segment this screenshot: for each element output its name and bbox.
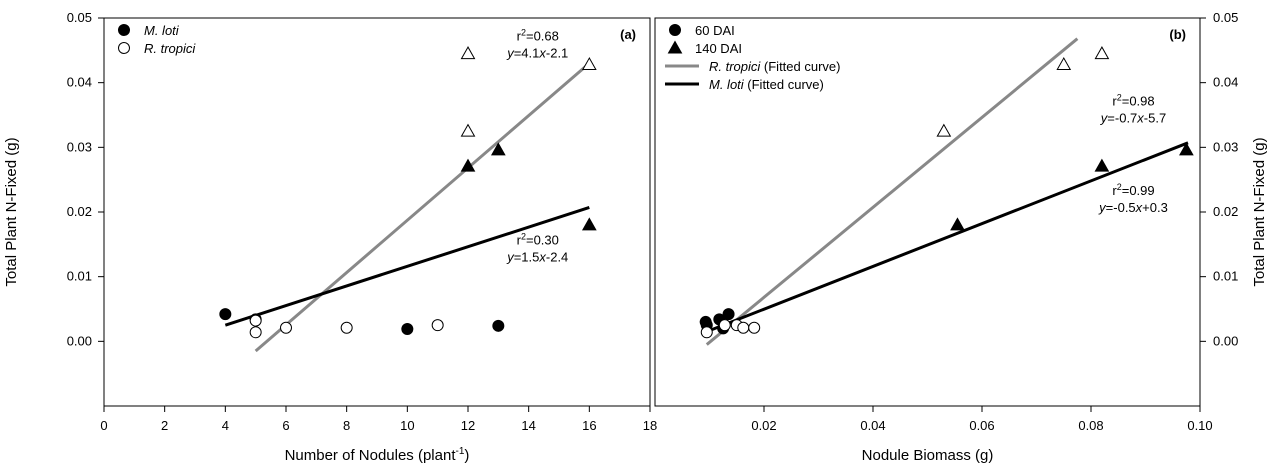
y-tick-label: 0.04 xyxy=(1213,75,1238,90)
data-point xyxy=(401,323,414,336)
x-tick-label: 2 xyxy=(161,418,168,433)
equation-label: y=4.1x-2.1 xyxy=(506,46,568,61)
legend-marker xyxy=(118,24,130,36)
fitted-line-1 xyxy=(254,62,591,353)
data-point xyxy=(280,321,292,334)
legend-marker xyxy=(669,24,681,36)
data-point xyxy=(722,308,735,321)
plot-frame xyxy=(103,17,651,407)
x-axis-title: Number of Nodules (plant-1) xyxy=(285,446,470,463)
data-point xyxy=(340,321,353,334)
data-point xyxy=(737,321,750,334)
data-point xyxy=(460,46,476,60)
y-tick-label: 0.01 xyxy=(67,269,92,284)
x-tick-label: 0.08 xyxy=(1078,418,1103,433)
y-tick-label: 0.05 xyxy=(67,10,92,25)
r-squared-label: r2=0.68 xyxy=(517,28,559,44)
x-axis-title: Nodule Biomass (g) xyxy=(862,447,994,463)
x-tick-label: 12 xyxy=(461,418,475,433)
x-tick-label: 8 xyxy=(343,418,350,433)
legend-label: 140 DAI xyxy=(695,41,742,56)
x-tick-label: 0.06 xyxy=(969,418,994,433)
data-point xyxy=(492,319,505,332)
data-point xyxy=(700,326,713,339)
y-tick-label: 0.00 xyxy=(67,333,92,348)
legend-label: 60 DAI xyxy=(695,23,735,38)
panel-label: (b) xyxy=(1169,27,1186,42)
data-point xyxy=(490,142,506,156)
x-tick-label: 6 xyxy=(282,418,289,433)
data-point xyxy=(950,217,965,231)
data-point xyxy=(1094,158,1110,172)
data-point xyxy=(1179,142,1194,156)
x-tick-label: 0.04 xyxy=(860,418,885,433)
x-tick-label: 18 xyxy=(643,418,657,433)
legend-label: M. loti (Fitted curve) xyxy=(709,77,824,92)
fitted-line-1 xyxy=(705,37,1079,346)
data-point xyxy=(581,57,597,71)
equation-label: y=-0.7x-5.7 xyxy=(1100,110,1166,125)
legend-marker xyxy=(118,42,130,54)
y-tick-label: 0.02 xyxy=(1213,204,1238,219)
y-tick-label: 0.03 xyxy=(67,139,92,154)
y-tick-label: 0.05 xyxy=(1213,10,1238,25)
r-squared-label: r2=0.99 xyxy=(1112,182,1154,198)
data-point xyxy=(1056,57,1072,71)
y-tick-label: 0.04 xyxy=(67,75,92,90)
x-tick-label: 0.10 xyxy=(1187,418,1212,433)
data-point xyxy=(581,217,597,231)
data-point xyxy=(219,308,232,321)
legend-label: R. tropici xyxy=(144,41,196,56)
data-point xyxy=(249,326,262,339)
r-squared-label: r2=0.30 xyxy=(517,231,559,247)
data-point xyxy=(460,158,476,172)
y-tick-label: 0.03 xyxy=(1213,139,1238,154)
x-tick-label: 0 xyxy=(100,418,107,433)
legend-marker xyxy=(667,40,683,54)
panel-label: (a) xyxy=(620,27,636,42)
equation-label: y=-0.5x+0.3 xyxy=(1098,200,1168,215)
y-tick-label: 0.01 xyxy=(1213,269,1238,284)
y-tick-label: 0.00 xyxy=(1213,333,1238,348)
y-tick-label: 0.02 xyxy=(67,204,92,219)
legend-label: R. tropici (Fitted curve) xyxy=(709,59,840,74)
data-point xyxy=(1094,46,1110,60)
x-tick-label: 14 xyxy=(521,418,535,433)
data-point xyxy=(431,319,444,332)
x-tick-label: 0.02 xyxy=(751,418,776,433)
fitted-line-2 xyxy=(706,141,1189,334)
fitted-line-2 xyxy=(224,206,590,327)
panel-a: 0 2 4 6 8 10 12 14 16 18 0.00 0.01 0.02 0.03 0.04 0.05 N… xyxy=(3,10,657,463)
y-axis-title: Total Plant N-Fixed (g) xyxy=(1251,137,1268,286)
r-squared-label: r2=0.98 xyxy=(1112,92,1154,108)
data-point xyxy=(936,123,952,137)
data-point xyxy=(249,314,262,327)
x-tick-label: 4 xyxy=(222,418,229,433)
data-point xyxy=(718,319,731,332)
data-point xyxy=(460,123,476,137)
legend-label: M. loti xyxy=(144,23,180,38)
equation-label: y=1.5x-2.4 xyxy=(506,249,568,264)
data-point xyxy=(748,321,761,334)
x-tick-label: 10 xyxy=(400,418,414,433)
x-tick-label: 16 xyxy=(582,418,596,433)
panel-b: 0.02 0.04 0.06 0.08 0.10 0.00 0.01 0.02 0.03 0.04… xyxy=(654,10,1268,463)
y-axis-title: Total Plant N-Fixed (g) xyxy=(3,137,20,286)
